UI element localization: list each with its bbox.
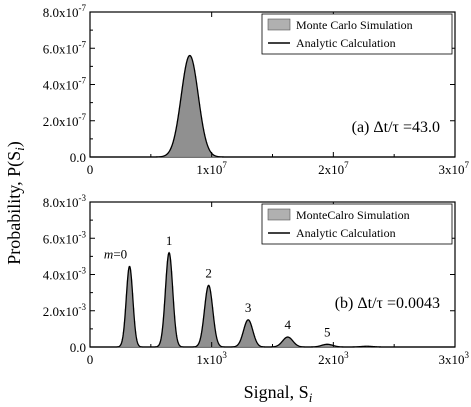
histogram-bar xyxy=(285,337,288,348)
y-tick-label: 4.0x10-3 xyxy=(43,266,87,283)
histogram-bar xyxy=(183,73,186,158)
histogram-bar xyxy=(127,270,130,348)
y-tick-label: 6.0x10-3 xyxy=(43,229,87,246)
histogram-bar xyxy=(288,337,291,348)
histogram-bar xyxy=(128,266,131,348)
histogram-bar xyxy=(196,89,199,158)
x-tick-label: 0 xyxy=(87,162,94,177)
histogram-bar xyxy=(284,337,287,348)
histogram-bar xyxy=(166,261,169,348)
x-tick-label: 1x103 xyxy=(196,350,227,367)
x-tick-label: 0 xyxy=(87,352,94,367)
histogram-bar xyxy=(178,107,181,158)
histogram-bar xyxy=(289,338,292,348)
legend-box xyxy=(261,13,453,55)
histogram-bar xyxy=(191,60,194,158)
x-tick-label: 2x107 xyxy=(318,160,349,177)
histogram-bar xyxy=(189,55,192,158)
histogram-bar xyxy=(186,58,189,158)
analytic-curve xyxy=(90,54,455,158)
y-tick-label: 8.0x10-3 xyxy=(43,193,87,210)
panel-annotation: (a) Δt/τ =43.0 xyxy=(352,119,440,136)
y-tick-label: 6.0x10-7 xyxy=(43,39,87,56)
histogram-bar xyxy=(192,64,195,158)
histogram-bar xyxy=(205,292,208,348)
histogram-bar xyxy=(188,55,191,158)
histogram-bar xyxy=(190,57,193,158)
histogram-bar xyxy=(179,100,182,158)
peak-label: 2 xyxy=(205,265,212,280)
legend-label: MonteCalro Simulation xyxy=(296,208,410,222)
legend-label: Analytic Calculation xyxy=(296,36,396,50)
histogram-bar xyxy=(209,291,212,348)
x-tick-label: 2x103 xyxy=(318,350,349,367)
legend-swatch-histogram xyxy=(267,208,291,221)
panel-annotation: (b) Δt/τ =0.0043 xyxy=(335,295,440,312)
histogram-bar xyxy=(187,56,190,158)
histogram-bar xyxy=(194,75,197,158)
histogram-bar xyxy=(184,67,187,158)
y-tick-label: 0.0 xyxy=(70,150,86,165)
histogram-bar xyxy=(207,285,210,348)
histogram-bar xyxy=(197,96,200,158)
histogram-bar xyxy=(193,69,196,158)
peak-label: 3 xyxy=(245,300,252,315)
y-tick-label: 0.0 xyxy=(70,340,86,355)
legend-label: Analytic Calculation xyxy=(296,226,396,240)
histogram-bar xyxy=(181,86,184,158)
peak-label: 4 xyxy=(284,317,291,332)
histogram-bar xyxy=(249,322,252,348)
histogram-bar xyxy=(244,323,247,348)
y-tick-label: 2.0x10-3 xyxy=(43,302,87,319)
peak-label: m=0 xyxy=(104,246,127,261)
histogram-bar xyxy=(198,104,201,158)
x-axis-label: Signal, Si xyxy=(244,382,313,405)
legend-box xyxy=(261,203,453,245)
x-tick-label: 3x103 xyxy=(439,350,470,367)
legend-label: Monte Carlo Simulation xyxy=(296,18,413,32)
histogram-bar xyxy=(246,319,249,348)
histogram-bar xyxy=(248,320,251,348)
histogram-bar xyxy=(180,93,183,158)
histogram-bar xyxy=(185,62,188,158)
peak-label: 5 xyxy=(324,324,331,339)
bottom-panel: 0 1x103 2x103 3x103 0.0 2.0x10-3 4.0x10-3 6.0x1… xyxy=(43,193,470,367)
histogram-bar xyxy=(286,336,289,348)
x-tick-label: 1x107 xyxy=(196,160,227,177)
histogram-bar xyxy=(167,253,170,348)
histogram-bar xyxy=(208,286,211,348)
histogram-bar xyxy=(287,337,290,348)
y-tick-label: 4.0x10-7 xyxy=(43,76,87,93)
histogram-bar xyxy=(182,79,185,158)
peak-label: 1 xyxy=(166,233,173,248)
y-axis-label: Probability, P(Si) xyxy=(4,141,27,264)
x-tick-label: 3x107 xyxy=(439,160,470,177)
histogram-bar xyxy=(169,259,172,348)
legend-swatch-histogram xyxy=(267,18,291,31)
y-tick-label: 8.0x10-7 xyxy=(43,3,87,20)
histogram-bar xyxy=(129,269,132,348)
histogram-bar xyxy=(245,321,248,348)
histogram-bar xyxy=(195,82,198,158)
top-panel: 0 1x107 2x107 3x107 0.0 2.0x10-7 4.0x10-7 6.0x1… xyxy=(43,3,470,177)
histogram-bar xyxy=(206,287,209,348)
histogram-bar xyxy=(168,253,171,348)
histogram-bar xyxy=(247,319,250,348)
histogram-bar xyxy=(199,111,202,158)
y-tick-label: 2.0x10-7 xyxy=(43,112,87,129)
